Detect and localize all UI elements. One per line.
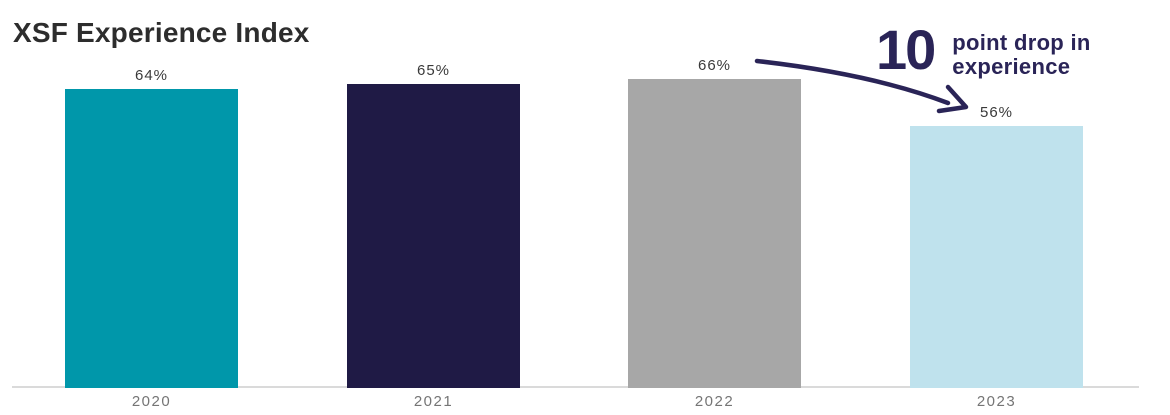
year-label-2022: 2022 [694, 393, 735, 410]
bar-2023 [910, 126, 1083, 388]
chart-title: XSF Experience Index [13, 17, 310, 48]
x-axis-line [12, 386, 1139, 388]
value-label-2023: 56% [979, 104, 1014, 121]
annotation-line1: point drop in [952, 30, 1091, 55]
annotation-text: point drop in experience [952, 31, 1090, 79]
annotation-line2: experience [952, 54, 1071, 79]
value-label-2020: 64% [134, 67, 169, 84]
year-label-2023: 2023 [976, 393, 1017, 410]
bar-2022 [628, 79, 801, 388]
year-label-2021: 2021 [413, 393, 454, 410]
annotation-number: 10 [876, 18, 936, 81]
bar-2021 [347, 84, 520, 388]
year-label-2020: 2020 [131, 393, 172, 410]
value-label-2022: 66% [697, 57, 732, 74]
bar-2020 [65, 89, 238, 388]
value-label-2021: 65% [416, 62, 451, 79]
annotation: 10 point drop in experience [876, 22, 1091, 79]
